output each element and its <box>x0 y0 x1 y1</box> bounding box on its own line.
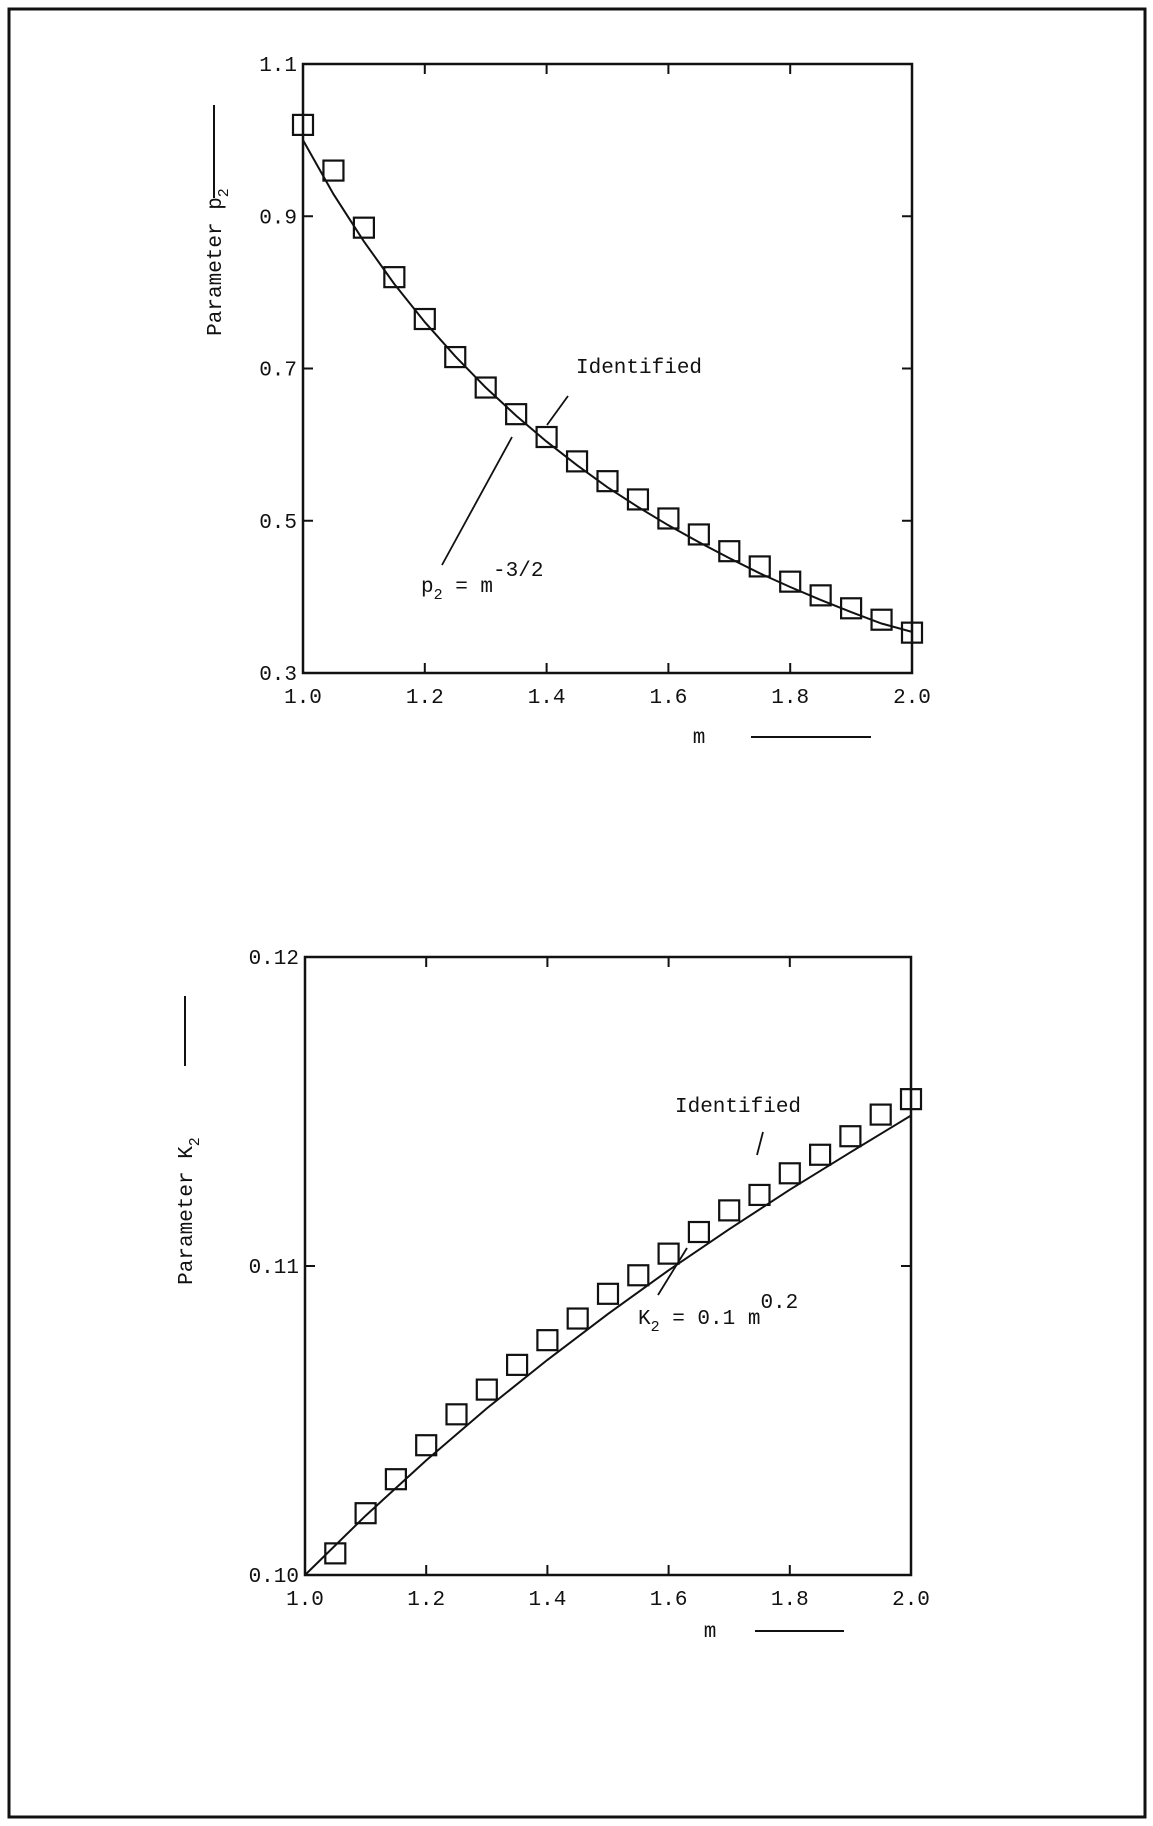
data-square <box>323 161 343 181</box>
data-square <box>537 1330 557 1350</box>
x-tick-label: 2.0 <box>892 1589 930 1612</box>
annotation-leader <box>658 1248 687 1295</box>
x-tick-label: 1.6 <box>649 687 687 710</box>
data-square <box>598 1284 618 1304</box>
y-tick-label: 0.11 <box>249 1257 299 1280</box>
y-tick-label: 0.7 <box>259 360 297 383</box>
data-square <box>871 1105 891 1125</box>
plot-frame <box>305 957 911 1575</box>
data-square <box>507 1355 527 1375</box>
annotation-leader <box>547 396 568 425</box>
data-square <box>416 1435 436 1455</box>
annotation-base: p <box>421 576 434 599</box>
y-tick-label: 0.9 <box>259 207 297 230</box>
x-tick-label: 1.4 <box>528 687 566 710</box>
data-square <box>567 451 587 471</box>
fit-line <box>303 140 912 632</box>
annotation: p2 = m-3/2 <box>421 560 543 604</box>
x-tick-label: 1.2 <box>407 1589 445 1612</box>
y-axis-label-sub: 2 <box>216 188 233 197</box>
data-square <box>872 610 892 630</box>
data-square <box>810 1145 830 1165</box>
data-square <box>356 1503 376 1523</box>
annotation-leader <box>757 1132 763 1155</box>
data-square <box>780 1163 800 1183</box>
x-tick-label: 1.0 <box>284 687 322 710</box>
annotation-sup: 0.2 <box>760 1292 798 1315</box>
page: {"chart_data": [ {"type": "scatter", "y_… <box>0 0 1153 1826</box>
data-square <box>780 572 800 592</box>
annotation-rest: = m <box>443 576 493 599</box>
y-tick-label: 0.5 <box>259 512 297 535</box>
y-axis-label-text: Parameter K <box>176 1146 199 1285</box>
x-axis-label: m <box>693 727 706 750</box>
annotation-base: K <box>638 1308 651 1331</box>
y-tick-label: 0.12 <box>249 948 299 971</box>
data-square <box>689 1222 709 1242</box>
data-square <box>719 1200 739 1220</box>
fit-line <box>305 1116 911 1576</box>
y-axis-label: Parameter p2 <box>205 188 233 336</box>
y-tick-label: 0.3 <box>259 664 297 687</box>
x-tick-label: 2.0 <box>893 687 931 710</box>
y-axis-label-sub: 2 <box>187 1137 204 1146</box>
x-tick-label: 1.4 <box>528 1589 566 1612</box>
data-square <box>386 1469 406 1489</box>
annotation-leader <box>442 437 512 565</box>
x-axis-label: m <box>704 1621 717 1644</box>
x-tick-label: 1.6 <box>650 1589 688 1612</box>
x-tick-label: 1.8 <box>771 687 809 710</box>
data-square <box>537 427 557 447</box>
annotation-rest: = 0.1 m <box>660 1308 761 1331</box>
y-axis-label: Parameter K2 <box>176 1137 204 1285</box>
data-square <box>659 1244 679 1264</box>
y-axis-label-text: Parameter p <box>205 197 228 336</box>
annotation-sub: 2 <box>651 1319 660 1336</box>
data-square <box>568 1309 588 1329</box>
x-tick-label: 1.0 <box>286 1589 324 1612</box>
annotation-sup: -3/2 <box>493 560 543 583</box>
x-tick-label: 1.8 <box>771 1589 809 1612</box>
y-tick-label: 1.1 <box>259 55 297 78</box>
data-square <box>750 1185 770 1205</box>
y-tick-label: 0.10 <box>249 1566 299 1589</box>
data-square <box>477 1380 497 1400</box>
page-border <box>9 9 1145 1817</box>
data-square <box>354 218 374 238</box>
annotation: K2 = 0.1 m0.2 <box>638 1292 798 1336</box>
annotation: Identified <box>675 1096 801 1119</box>
annotation: Identified <box>576 357 702 380</box>
page-figure: 1.0 1.2 1.4 1.6 1.8 2.0 0.3 0.5 0.7 0.9 1.1 Paramet… <box>0 0 1153 1826</box>
annotation-sub: 2 <box>434 587 443 604</box>
data-square <box>840 1126 860 1146</box>
data-square <box>447 1404 467 1424</box>
x-tick-label: 1.2 <box>406 687 444 710</box>
data-square <box>628 1265 648 1285</box>
